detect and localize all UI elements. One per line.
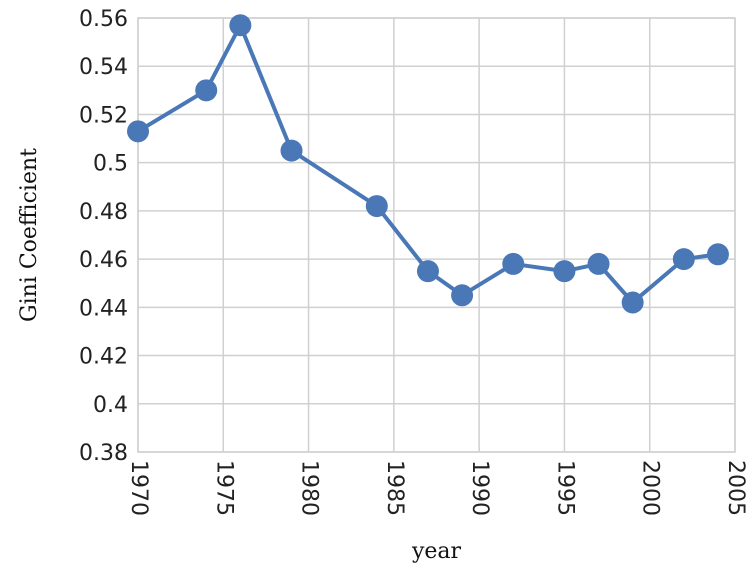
data-point <box>416 260 439 283</box>
y-tick-label: 0.42 <box>79 345 128 370</box>
y-axis-ticks: 0.38 0.4 0.42 0.44 0.46 0.48 0.5 0.52 0.54 0.56 <box>79 7 128 466</box>
data-point <box>672 248 695 271</box>
x-tick-label: 1985 <box>382 460 407 516</box>
y-tick-label: 0.56 <box>79 7 128 32</box>
data-point <box>553 260 576 283</box>
data-point <box>127 120 149 143</box>
y-tick-label: 0.38 <box>79 441 128 466</box>
x-axis-ticks: 1970 1975 1980 1985 1990 1995 2000 2005 <box>126 460 748 516</box>
data-point <box>621 291 644 314</box>
x-tick-label: 1995 <box>552 460 577 516</box>
data-point <box>280 139 303 162</box>
x-tick-label: 2005 <box>723 460 748 516</box>
data-point <box>195 79 218 102</box>
data-point <box>706 243 729 266</box>
y-tick-label: 0.44 <box>79 296 128 321</box>
y-tick-label: 0.46 <box>79 248 128 273</box>
data-point <box>229 14 252 37</box>
y-tick-label: 0.4 <box>93 393 128 418</box>
x-axis-label: year <box>411 539 462 564</box>
x-tick-label: 1990 <box>467 460 492 516</box>
data-point <box>451 284 474 307</box>
x-tick-label: 1970 <box>126 460 151 516</box>
x-tick-label: 2000 <box>638 460 663 516</box>
x-tick-label: 1980 <box>297 460 322 516</box>
data-point <box>502 252 525 275</box>
y-tick-label: 0.54 <box>79 55 128 80</box>
x-tick-label: 1975 <box>211 460 236 516</box>
grid <box>137 17 736 453</box>
data-point <box>365 195 388 218</box>
y-tick-label: 0.5 <box>93 152 128 177</box>
y-tick-label: 0.48 <box>79 200 128 225</box>
y-tick-label: 0.52 <box>79 103 128 128</box>
y-axis-label: Gini Coefficient <box>17 148 42 322</box>
data-point <box>587 252 610 275</box>
plot-area-frame <box>137 17 736 453</box>
series-layer <box>127 14 729 314</box>
